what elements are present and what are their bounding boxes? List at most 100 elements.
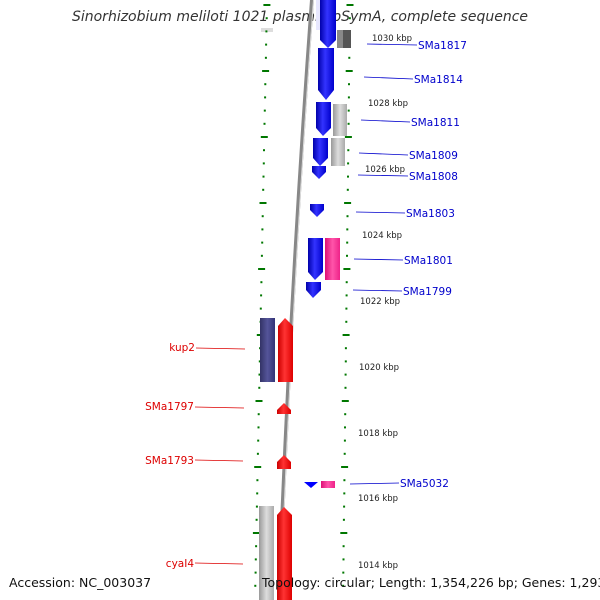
forward-feature-track (321, 30, 351, 488)
gene-arrow-sma1809[interactable] (313, 138, 328, 166)
tick-mark (257, 426, 260, 429)
tick-mark (260, 281, 263, 284)
gene-label-sma1811[interactable]: SMa1811 (411, 117, 460, 129)
gene-label-sma1797[interactable]: SMa1797 (145, 401, 194, 413)
gene-label-sma1801[interactable]: SMa1801 (404, 255, 453, 267)
tick-mark (264, 96, 267, 99)
gene-label-sma5032[interactable]: SMa5032 (400, 478, 449, 490)
tick-mark (341, 400, 349, 402)
gene-label-sma1799[interactable]: SMa1799 (403, 286, 452, 298)
tick-mark (262, 188, 265, 191)
feature-box-pink (325, 238, 340, 280)
tick-mark (346, 188, 349, 191)
tick-mark (343, 479, 346, 482)
tick-mark (343, 439, 346, 442)
leader-line (363, 76, 414, 80)
faint-track-segment (261, 28, 273, 32)
leader-line (349, 482, 400, 485)
gene-label-sma1803[interactable]: SMa1803 (406, 208, 455, 220)
tick-mark (344, 413, 347, 416)
reverse-gene-track (277, 318, 293, 600)
kbp-label: 1014 kbp (358, 561, 398, 571)
tick-mark (347, 109, 350, 112)
tick-mark (347, 122, 350, 125)
tick-mark (347, 162, 350, 165)
gene-arrow-cyai4[interactable] (277, 507, 292, 600)
tick-mark (348, 17, 351, 20)
feature-box-navy (260, 318, 275, 382)
gene-label-sma1814[interactable]: SMa1814 (414, 74, 463, 86)
leader-line (360, 119, 411, 123)
tick-mark (263, 149, 265, 152)
tick-mark (265, 30, 268, 33)
tick-mark (259, 202, 267, 204)
gene-arrow-sma1797[interactable] (277, 403, 291, 414)
tick-mark (259, 307, 262, 310)
tick-mark (345, 281, 348, 284)
tick-mark (341, 466, 349, 468)
gene-label-kup2[interactable]: kup2 (169, 342, 195, 354)
gene-label-cyai4[interactable]: cyaI4 (166, 558, 195, 570)
gene-arrow-sma1803[interactable] (310, 204, 324, 217)
gene-arrow-sma1793[interactable] (277, 455, 291, 469)
tick-mark (343, 505, 346, 508)
gene-arrow-sma5032[interactable] (304, 482, 318, 488)
left-tick-track (252, 4, 271, 587)
gene-arrow-sma1799[interactable] (306, 282, 321, 298)
tick-mark (257, 413, 260, 416)
tick-mark (257, 439, 260, 442)
tick-mark (260, 254, 263, 257)
gene-arrow-sma1811[interactable] (316, 102, 331, 136)
tick-mark (346, 254, 348, 257)
tick-mark (261, 228, 264, 231)
kbp-label: 1022 kbp (360, 297, 400, 307)
feature-box-pink (321, 481, 335, 488)
tick-mark (342, 334, 350, 336)
leader-line (194, 459, 244, 462)
tick-mark (344, 426, 346, 429)
kbp-label: 1016 kbp (358, 494, 398, 504)
leader-line (352, 289, 403, 292)
gene-arrow-sma1801[interactable] (308, 238, 323, 280)
gene-label-sma1808[interactable]: SMa1808 (409, 171, 458, 183)
tick-mark (254, 571, 257, 574)
map-title: Sinorhizobium meliloti 1021 plasmid pSym… (71, 9, 529, 25)
tick-mark (345, 70, 353, 72)
tick-mark (346, 241, 349, 244)
gene-label-sma1817[interactable]: SMa1817 (418, 40, 467, 52)
tick-mark (344, 386, 347, 389)
tick-mark (344, 360, 347, 363)
leader-line (195, 347, 246, 350)
gene-arrow-sma1817[interactable] (320, 0, 336, 48)
tick-mark (263, 122, 266, 125)
tick-mark (343, 268, 351, 270)
tick-mark (342, 558, 345, 561)
kbp-label: 1020 kbp (359, 363, 399, 373)
gene-arrow-kup2[interactable] (278, 318, 293, 382)
feature-box-gray (259, 506, 274, 600)
tick-mark (345, 294, 348, 297)
tick-mark (342, 584, 345, 587)
tick-mark (264, 56, 267, 59)
tick-mark (260, 136, 268, 138)
tick-mark (255, 518, 258, 521)
tick-mark (343, 452, 346, 455)
tick-mark (252, 532, 260, 534)
tick-mark (345, 320, 348, 323)
tick-mark (255, 545, 258, 548)
tick-mark (258, 360, 261, 363)
gene-label-sma1793[interactable]: SMa1793 (145, 455, 194, 467)
gene-arrow-sma1808[interactable] (312, 166, 326, 179)
tick-mark (347, 149, 350, 152)
tick-mark (348, 83, 350, 86)
tick-mark (340, 532, 348, 534)
tick-mark (346, 4, 354, 6)
gene-label-sma1809[interactable]: SMa1809 (409, 150, 458, 162)
gene-arrow-sma1814[interactable] (318, 48, 334, 100)
kbp-label: 1024 kbp (362, 231, 402, 241)
right-tick-track (340, 4, 354, 587)
tick-mark (258, 268, 266, 270)
tick-mark (256, 492, 259, 495)
forward-gene-labels: SMa1817 SMa1814 SMa1811 SMa1809 SMa1808 … (349, 40, 467, 490)
tick-mark (254, 584, 257, 587)
